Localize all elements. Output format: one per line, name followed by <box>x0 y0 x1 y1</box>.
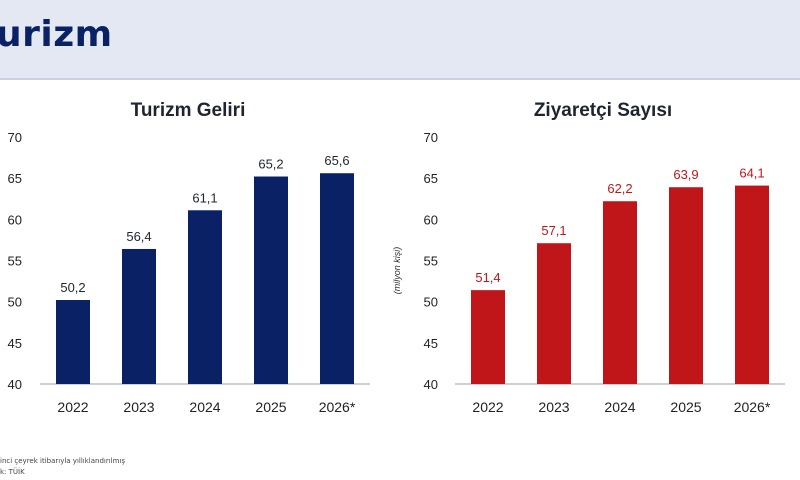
y-tick-label: 55 <box>424 254 438 269</box>
y-tick-label: 70 <box>8 130 22 145</box>
x-tick-label: 2026* <box>319 399 356 415</box>
x-tick-label: 2024 <box>189 399 220 415</box>
y-tick-label: 40 <box>8 377 22 392</box>
y-tick-label: 65 <box>8 171 22 186</box>
x-tick-label: 2022 <box>472 399 503 415</box>
footnote-period: inci çeyrek itibarıyla yıllıklandırılmış <box>0 457 126 465</box>
data-label: 56,4 <box>126 229 151 244</box>
header-divider <box>0 78 800 80</box>
data-label: 63,9 <box>673 167 698 182</box>
y-tick-label: 40 <box>424 377 438 392</box>
bar <box>471 290 505 384</box>
bar <box>254 176 288 384</box>
y-tick-label: 45 <box>8 336 22 351</box>
x-tick-label: 2023 <box>538 399 569 415</box>
y-tick-label: 55 <box>8 254 22 269</box>
x-tick-label: 2024 <box>604 399 635 415</box>
bar <box>122 248 156 384</box>
data-label: 57,1 <box>541 223 566 238</box>
header-band <box>0 0 800 78</box>
y-tick-label: 65 <box>424 171 438 186</box>
bar <box>188 210 222 384</box>
data-label: 62,2 <box>607 181 632 196</box>
data-label: 65,2 <box>258 157 283 172</box>
bar <box>669 187 703 384</box>
bar <box>537 243 571 384</box>
y-tick-label: 70 <box>424 130 438 145</box>
bar <box>320 173 354 384</box>
data-label: 64,1 <box>739 166 764 181</box>
x-tick-label: 2026* <box>734 399 771 415</box>
x-tick-label: 2025 <box>670 399 701 415</box>
y-tick-label: 50 <box>424 295 438 310</box>
y-tick-label: 60 <box>8 212 22 227</box>
y-tick-label: 50 <box>8 295 22 310</box>
y-tick-label: 60 <box>424 212 438 227</box>
bar <box>603 201 637 384</box>
bar <box>56 300 90 384</box>
y-tick-label: 45 <box>424 336 438 351</box>
data-label: 61,1 <box>192 190 217 205</box>
x-tick-label: 2022 <box>57 399 88 415</box>
chart-title: Ziyaretçi Sayısı <box>534 100 672 121</box>
x-tick-label: 2023 <box>123 399 154 415</box>
data-label: 51,4 <box>475 270 500 285</box>
footnote-source: k: TÜİK <box>0 468 25 476</box>
y-axis-label: (milyon kişi) <box>392 247 402 295</box>
bar <box>735 185 769 384</box>
data-label: 50,2 <box>60 280 85 295</box>
chart-title: Turizm Geliri <box>131 100 246 121</box>
page-title: urizm <box>0 14 113 55</box>
data-label: 65,6 <box>324 153 349 168</box>
x-tick-label: 2025 <box>255 399 286 415</box>
